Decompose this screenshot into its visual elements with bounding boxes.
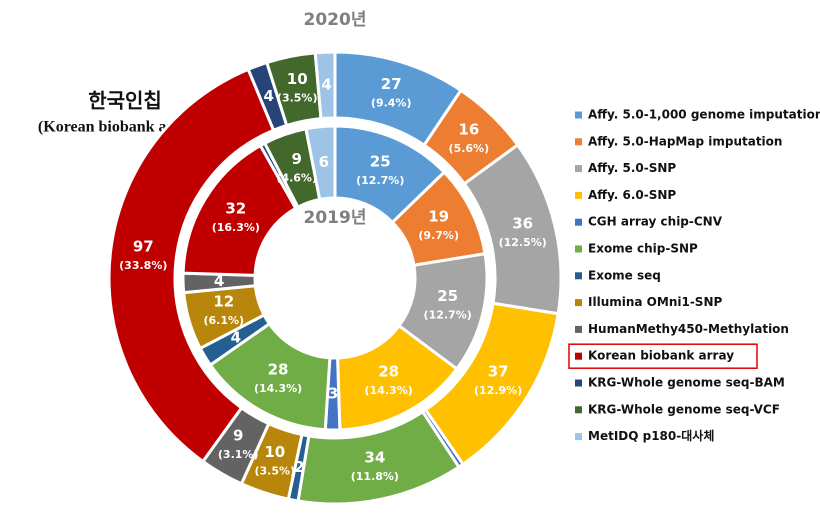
legend-label: Affy. 5.0-HapMap imputation — [588, 134, 782, 148]
legend-marker — [575, 352, 582, 360]
annotation: 한국인칩 — [88, 90, 162, 113]
inner-ring-label: 2019년 — [304, 208, 367, 228]
legend-marker — [575, 272, 582, 280]
legend-marker — [575, 379, 582, 387]
legend-label: Affy. 5.0-SNP — [588, 161, 676, 175]
percent-label: (12.7%) — [356, 174, 404, 187]
legend-label: CGH array chip-CNV — [588, 215, 723, 229]
legend-label: Korean biobank array — [588, 349, 734, 363]
legend-label: Affy. 5.0-1,000 genome imputation — [588, 108, 820, 122]
data-label: 4 — [214, 272, 224, 290]
percent-label: (3.5%) — [277, 92, 318, 105]
percent-label: (5.6%) — [449, 142, 490, 155]
legend-marker — [575, 433, 582, 441]
percent-label: (9.7%) — [418, 229, 459, 242]
percent-label: (12.9%) — [474, 384, 522, 397]
percent-label: (16.3%) — [212, 221, 260, 234]
legend-label: MetIDQ p180-대사체 — [588, 428, 714, 443]
percent-label: (3.5%) — [254, 464, 295, 477]
percent-label: (4.6%) — [276, 172, 317, 185]
data-label: 10 — [264, 443, 285, 461]
data-label: 4 — [264, 87, 274, 105]
data-label: 19 — [428, 208, 449, 226]
data-label: 4 — [321, 76, 331, 94]
data-label: 6 — [319, 153, 329, 171]
data-label: 25 — [437, 287, 458, 305]
data-label: 37 — [488, 363, 509, 381]
legend-label: Affy. 6.0-SNP — [588, 188, 676, 202]
data-label: 3 — [328, 384, 338, 402]
legend-marker — [575, 245, 582, 253]
outer-ring-label: 2020년 — [304, 10, 367, 30]
legend-label: KRG-Whole genome seq-VCF — [588, 402, 780, 416]
percent-label: (14.3%) — [365, 384, 413, 397]
percent-label: (11.8%) — [351, 470, 399, 483]
data-label: 12 — [213, 293, 234, 311]
legend-marker — [575, 299, 582, 307]
legend-label: KRG-Whole genome seq-BAM — [588, 376, 785, 390]
legend-label: HumanMethy450-Methylation — [588, 322, 789, 336]
legend-marker — [575, 218, 582, 226]
percent-label: (9.4%) — [371, 96, 412, 109]
legend-label: Exome seq — [588, 268, 661, 282]
legend-marker — [575, 165, 582, 173]
legend-label: Illumina OMni1-SNP — [588, 295, 722, 309]
data-label: 36 — [512, 214, 533, 232]
percent-label: (14.3%) — [254, 382, 302, 395]
data-label: 28 — [268, 361, 289, 379]
data-label: 9 — [233, 426, 243, 444]
percent-label: (33.8%) — [119, 259, 167, 272]
data-label: 10 — [287, 70, 308, 88]
rings: 27(9.4%)16(5.6%)36(12.5%)37(12.9%)34(11.… — [107, 50, 563, 506]
data-label: 25 — [370, 153, 391, 171]
donut-slice — [304, 124, 337, 202]
legend-marker — [575, 191, 582, 199]
legend-label: Exome chip-SNP — [588, 242, 698, 256]
percent-label: (6.1%) — [204, 314, 245, 327]
donut-slice — [107, 67, 276, 464]
legend-highlight — [568, 343, 758, 369]
data-label: 28 — [378, 362, 399, 380]
data-label: 16 — [458, 120, 479, 138]
percent-label: (12.5%) — [499, 236, 547, 249]
legend-marker — [575, 325, 582, 333]
data-label: 2 — [294, 458, 304, 476]
legend-marker — [575, 111, 582, 119]
data-label: 27 — [381, 75, 402, 93]
data-label: 32 — [225, 199, 246, 217]
percent-label: (12.7%) — [424, 309, 472, 322]
data-label: 9 — [291, 150, 301, 168]
percent-label: (3.1%) — [218, 448, 259, 461]
legend: Affy. 5.0-1,000 genome imputation Affy. 5… — [568, 108, 820, 443]
data-label: 4 — [231, 329, 241, 347]
donut-slice — [313, 50, 337, 121]
legend-marker — [575, 406, 582, 414]
legend-marker — [575, 138, 582, 146]
data-label: 97 — [133, 237, 154, 255]
data-label: 34 — [364, 448, 385, 466]
